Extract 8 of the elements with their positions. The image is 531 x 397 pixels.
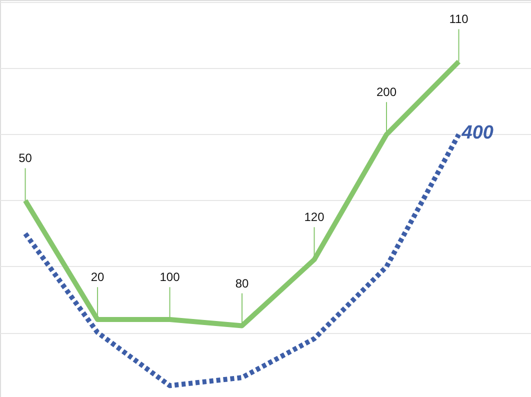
- annotation: 100: [160, 270, 180, 284]
- annotation: 50: [18, 151, 32, 166]
- annotation: 120: [304, 210, 325, 224]
- annotation: 80: [235, 276, 250, 290]
- annotation: 110: [449, 12, 469, 26]
- annotation: 400: [460, 122, 494, 144]
- annotation: 20: [90, 270, 105, 284]
- annotation: 200: [376, 85, 397, 100]
